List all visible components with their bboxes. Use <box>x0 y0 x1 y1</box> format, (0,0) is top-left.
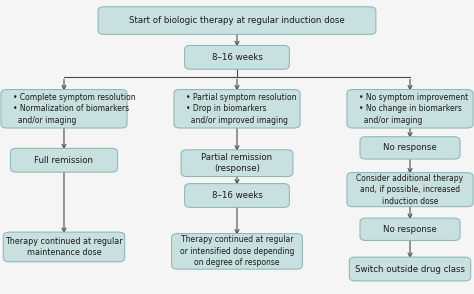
Text: Switch outside drug class: Switch outside drug class <box>355 265 465 273</box>
Text: Full remission: Full remission <box>35 156 93 165</box>
FancyBboxPatch shape <box>3 232 125 262</box>
FancyBboxPatch shape <box>349 257 471 281</box>
FancyBboxPatch shape <box>98 7 376 34</box>
Text: Therapy continued at regular
maintenance dose: Therapy continued at regular maintenance… <box>5 237 123 257</box>
FancyBboxPatch shape <box>10 148 118 172</box>
Text: No response: No response <box>383 225 437 234</box>
FancyBboxPatch shape <box>172 233 302 269</box>
Text: Start of biologic therapy at regular induction dose: Start of biologic therapy at regular ind… <box>129 16 345 25</box>
FancyBboxPatch shape <box>184 183 289 208</box>
Text: Partial remission
(response): Partial remission (response) <box>201 153 273 173</box>
FancyBboxPatch shape <box>184 46 289 69</box>
Text: • Partial symptom resolution
• Drop in biomarkers
  and/or improved imaging: • Partial symptom resolution • Drop in b… <box>186 93 296 125</box>
Text: No response: No response <box>383 143 437 152</box>
FancyBboxPatch shape <box>1 89 127 128</box>
FancyBboxPatch shape <box>360 218 460 240</box>
FancyBboxPatch shape <box>347 89 473 128</box>
Text: Therapy continued at regular
or intensified dose depending
on degree of response: Therapy continued at regular or intensif… <box>180 235 294 267</box>
Text: Consider additional therapy
and, if possible, increased
induction dose: Consider additional therapy and, if poss… <box>356 174 464 206</box>
FancyBboxPatch shape <box>174 89 300 128</box>
Text: • No symptom improvement
• No change in biomarkers
  and/or imaging: • No symptom improvement • No change in … <box>359 93 468 125</box>
FancyBboxPatch shape <box>181 150 293 176</box>
Text: 8–16 weeks: 8–16 weeks <box>211 53 263 62</box>
FancyBboxPatch shape <box>360 137 460 159</box>
Text: • Complete symptom resolution
• Normalization of biomarkers
  and/or imaging: • Complete symptom resolution • Normaliz… <box>13 93 136 125</box>
FancyBboxPatch shape <box>347 173 473 207</box>
Text: 8–16 weeks: 8–16 weeks <box>211 191 263 200</box>
